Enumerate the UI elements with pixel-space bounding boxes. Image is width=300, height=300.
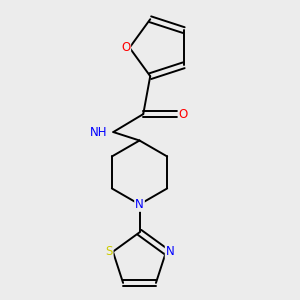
Text: NH: NH (90, 126, 107, 139)
Text: N: N (166, 245, 175, 258)
Text: S: S (105, 245, 112, 258)
Text: N: N (135, 198, 144, 211)
Text: O: O (121, 41, 130, 54)
Text: O: O (178, 108, 188, 121)
